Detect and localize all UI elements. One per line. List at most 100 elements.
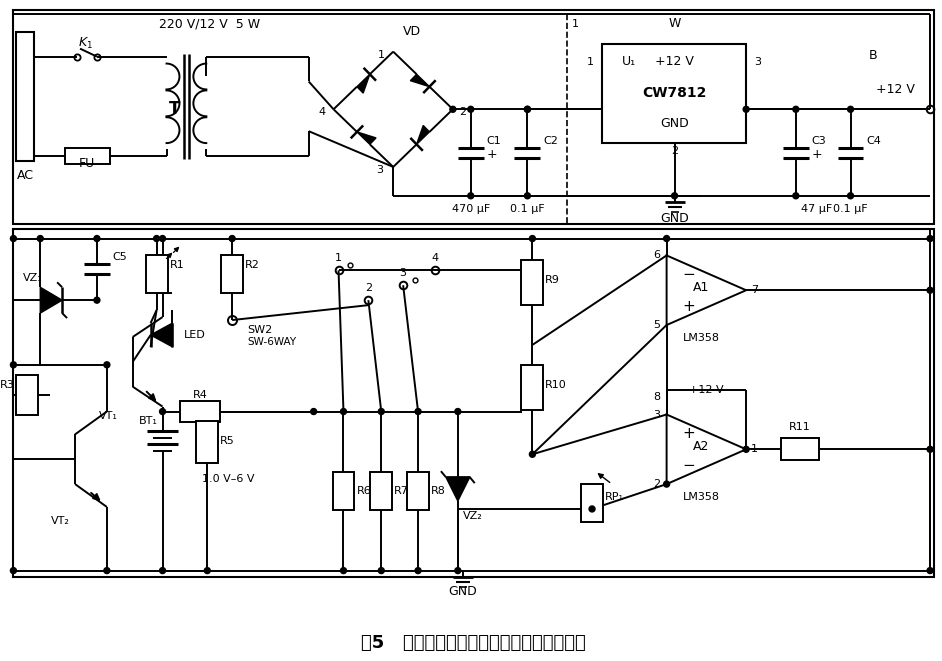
Circle shape [104,362,110,368]
Polygon shape [357,74,370,93]
Circle shape [927,288,934,293]
Text: VD: VD [403,25,421,38]
Circle shape [743,106,749,112]
Text: RP₁: RP₁ [605,492,624,502]
Text: 470 μF: 470 μF [451,204,490,214]
Text: 4: 4 [431,253,439,264]
Text: AC: AC [17,169,34,182]
Text: 1.0 V–6 V: 1.0 V–6 V [203,474,255,484]
Circle shape [340,408,347,414]
Text: 1: 1 [587,57,594,67]
Text: 3: 3 [755,57,761,67]
Text: BT₁: BT₁ [138,416,157,426]
Text: 1: 1 [572,19,579,29]
Circle shape [589,506,595,512]
Circle shape [311,408,317,414]
Circle shape [10,362,16,368]
Bar [581,484,603,522]
Circle shape [468,106,474,112]
Text: C3: C3 [812,136,826,145]
Text: R10: R10 [545,379,567,390]
Polygon shape [411,74,430,87]
Text: R1: R1 [170,260,185,270]
Text: LM358: LM358 [683,333,720,343]
Polygon shape [667,414,746,484]
Circle shape [927,235,934,241]
Circle shape [525,106,530,112]
Circle shape [379,408,384,414]
Circle shape [415,568,421,574]
Text: GND: GND [660,117,689,130]
Text: 8: 8 [653,391,660,402]
Text: 1: 1 [751,444,758,454]
Bar [333,472,354,510]
Bar [146,255,168,293]
Text: 47 μF: 47 μF [801,204,832,214]
Text: 2: 2 [365,284,372,293]
Text: 1: 1 [378,50,384,59]
Text: R2: R2 [245,260,260,270]
Bar [522,260,544,305]
Circle shape [340,568,347,574]
Text: W: W [669,17,681,30]
Circle shape [848,106,853,112]
Text: 5: 5 [653,320,660,330]
Circle shape [450,106,456,112]
Text: A2: A2 [693,440,709,453]
Circle shape [229,235,236,241]
Text: U₁: U₁ [622,55,636,68]
Bar [181,401,220,422]
Bar [370,472,392,510]
Text: B: B [869,49,877,62]
Text: C4: C4 [867,136,882,145]
Text: R5: R5 [220,436,235,446]
Bar [221,255,243,293]
Bar [602,44,746,143]
Circle shape [529,451,535,457]
Circle shape [159,408,166,414]
Circle shape [455,408,461,414]
Text: 3: 3 [399,268,407,278]
Text: R9: R9 [545,275,560,286]
Text: LM358: LM358 [683,492,720,502]
Polygon shape [667,255,746,325]
Text: −: − [682,267,695,282]
Text: R11: R11 [789,422,811,432]
Text: C1: C1 [487,136,501,145]
Circle shape [663,481,670,487]
Circle shape [154,235,159,241]
Circle shape [10,568,16,574]
Text: VZ₂: VZ₂ [463,511,482,521]
Polygon shape [151,323,172,347]
Text: A1: A1 [693,281,709,293]
Circle shape [743,446,749,452]
Circle shape [529,235,535,241]
Text: FU: FU [79,157,95,171]
Polygon shape [41,288,62,313]
Text: +: + [487,148,497,161]
Text: 2: 2 [460,107,466,117]
Bar [522,365,544,410]
Text: +12 V: +12 V [689,385,723,395]
Circle shape [848,193,853,199]
Text: 2: 2 [653,479,660,489]
Text: SW-6WAY: SW-6WAY [247,337,296,347]
Text: 220 V/12 V  5 W: 220 V/12 V 5 W [158,17,260,30]
Circle shape [94,235,100,241]
Text: $K_1$: $K_1$ [77,36,92,51]
Circle shape [672,193,677,199]
Text: +12 V: +12 V [876,83,915,96]
Text: R7: R7 [394,486,409,496]
Bar [65,148,110,164]
Text: 7: 7 [751,286,758,295]
Text: 4: 4 [318,107,325,117]
Text: C2: C2 [544,136,559,145]
Text: VT₂: VT₂ [51,516,70,526]
Text: R6: R6 [356,486,371,496]
Polygon shape [416,126,430,144]
Polygon shape [446,477,470,501]
Circle shape [159,235,166,241]
Circle shape [159,568,166,574]
Circle shape [927,568,934,574]
Circle shape [468,193,474,199]
